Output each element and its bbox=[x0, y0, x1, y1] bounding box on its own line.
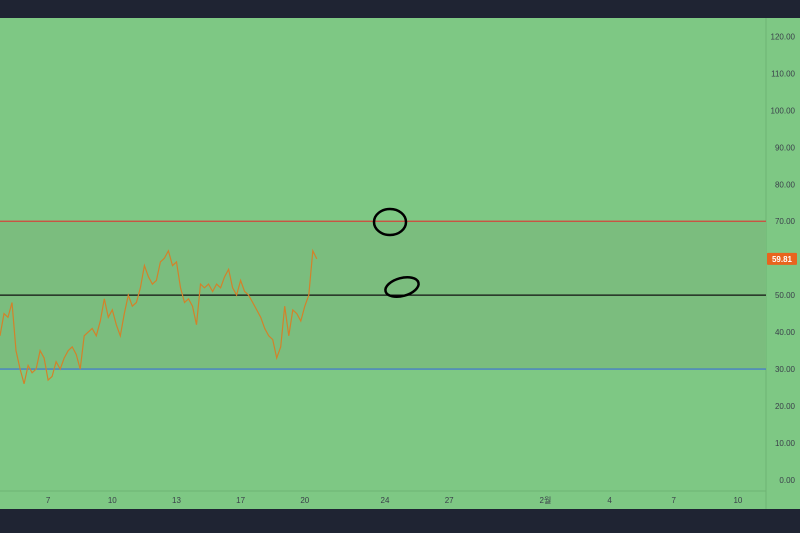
top-frame-bar bbox=[0, 0, 800, 18]
bottom-frame-bar bbox=[0, 511, 800, 533]
x-tick-label: 24 bbox=[381, 496, 390, 505]
x-tick-label: 17 bbox=[236, 496, 245, 505]
y-tick-label: 100.00 bbox=[771, 106, 796, 115]
x-tick-label: 10 bbox=[108, 496, 117, 505]
y-tick-label: 70.00 bbox=[775, 217, 796, 226]
x-tick-label: 4 bbox=[607, 496, 612, 505]
y-tick-label: 90.00 bbox=[775, 143, 796, 152]
y-tick-label: 110.00 bbox=[771, 69, 795, 78]
price-badge-label: 59.81 bbox=[772, 255, 793, 264]
x-tick-label: 20 bbox=[300, 496, 309, 505]
price-axis-ticks: 0.0010.0020.0030.0040.0050.0060.0070.008… bbox=[771, 32, 796, 484]
x-tick-label: 27 bbox=[445, 496, 454, 505]
x-tick-label: 7 bbox=[672, 496, 677, 505]
x-tick-label: 10 bbox=[733, 496, 742, 505]
circle-on-50-level bbox=[384, 276, 420, 298]
x-tick-label: 7 bbox=[46, 496, 51, 505]
current-price-badge: 59.81 bbox=[767, 252, 797, 265]
y-tick-label: 40.00 bbox=[775, 328, 796, 337]
x-tick-label: 2월 bbox=[540, 495, 552, 505]
y-tick-label: 30.00 bbox=[775, 365, 796, 374]
x-tick-label: 13 bbox=[172, 496, 181, 505]
y-tick-label: 10.00 bbox=[775, 439, 796, 448]
y-tick-label: 120.00 bbox=[771, 32, 796, 41]
y-tick-label: 20.00 bbox=[775, 402, 796, 411]
price-series-line bbox=[0, 248, 318, 384]
level-lines bbox=[0, 220, 766, 370]
circle-on-70-level bbox=[372, 207, 408, 237]
y-tick-label: 50.00 bbox=[775, 291, 796, 300]
time-axis-ticks: 7 10 13 17 20 24 27 2월 4 7 10 bbox=[46, 495, 743, 505]
y-tick-label: 0.00 bbox=[779, 476, 795, 485]
y-tick-label: 80.00 bbox=[775, 180, 796, 189]
price-badge-bg bbox=[767, 252, 797, 265]
